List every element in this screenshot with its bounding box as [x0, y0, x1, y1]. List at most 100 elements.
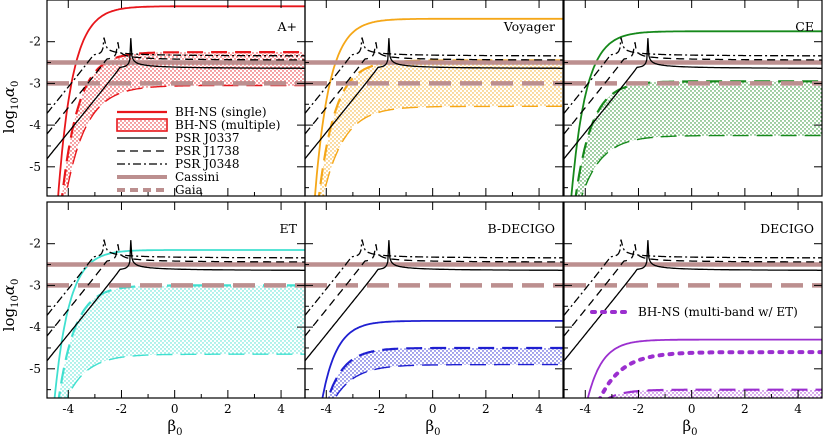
legend-item-bh-ns-multi-band-w-et: BH-NS (multi-band w/ ET): [590, 305, 798, 319]
x-axis-label-right: β0: [682, 417, 697, 438]
plot-area: [47, 239, 305, 398]
plot-area: [305, 17, 563, 196]
psr-j0348-curve: [564, 37, 822, 114]
panel-et: -4 -2 0 2 4 -2 -3 -4 -5 ET: [29, 201, 306, 416]
x-axis-label-middle: β0: [425, 417, 440, 438]
legend-label: BH-NS (multiple): [175, 118, 280, 132]
x-tick-label: -2: [374, 402, 386, 416]
legend-item-psr-j0337: PSR J0337: [117, 131, 240, 145]
single-line: [570, 30, 822, 196]
panel-decigo: -4 -2 0 2 4 DECIGO: [563, 201, 823, 416]
x-tick-label: -2: [116, 402, 128, 416]
psr-j1738-curve: [564, 244, 822, 337]
x-tick-label: -2: [633, 402, 645, 416]
multiband-line: [598, 350, 822, 398]
x-tick-label: 0: [429, 402, 437, 416]
axis-labels: log10α0 log10α0 β0 β0 β0: [0, 81, 698, 438]
legend-label: PSR J0337: [175, 131, 240, 145]
psr-j1738-curve: [47, 42, 305, 135]
panel-frame: [304, 0, 564, 197]
single-line: [586, 338, 822, 398]
legend-label: BH-NS (multi-band w/ ET): [638, 305, 798, 319]
legend-item-cassini: Cassini: [117, 170, 219, 184]
legend-item-bh-ns-single: BH-NS (single): [117, 105, 267, 119]
psr-j0337-curve: [305, 240, 563, 362]
multi-lower-line: [581, 134, 822, 196]
panel-label: ET: [280, 221, 298, 236]
y-tick-label: -4: [29, 118, 41, 132]
y-tick-label: -3: [29, 278, 41, 292]
legend-label: PSR J1738: [175, 144, 240, 158]
legend-label: PSR J0348: [175, 157, 240, 171]
legend-item-psr-j1738: PSR J1738: [117, 144, 240, 158]
ticks: -4 -2 0 2 4: [305, 202, 563, 416]
psr-j0337-curve: [47, 240, 305, 362]
plot-area: [47, 5, 305, 196]
panel-label: Voyager: [503, 19, 555, 34]
x-tick-label: -4: [62, 402, 74, 416]
single-line: [321, 320, 563, 398]
plot-area: [564, 30, 822, 196]
ticks: -4 -2 0 2 4: [564, 202, 822, 416]
x-tick-label: 0: [688, 402, 696, 416]
y-tick-label: -4: [29, 320, 41, 334]
x-axis-label-left: β0: [167, 417, 182, 438]
multi-upper-line: [327, 346, 563, 398]
psr-j1738-curve: [305, 244, 563, 337]
x-tick-label: 2: [482, 402, 490, 416]
psr-j0337-curve: [305, 38, 563, 160]
psr-j0337-curve: [47, 38, 305, 160]
psr-j0337-curve: [564, 38, 822, 160]
y-tick-label: -2: [29, 237, 41, 251]
single-line: [314, 17, 563, 196]
panel-b-decigo: -4 -2 0 2 4 B-DECIGO: [304, 201, 564, 416]
panel-frame: [563, 201, 823, 399]
x-tick-label: -4: [320, 402, 332, 416]
y-tick-label: -5: [29, 160, 41, 174]
psr-j1738-curve: [47, 244, 305, 337]
y-tick-label: -2: [29, 35, 41, 49]
ticks: [564, 0, 822, 196]
legend-label: Cassini: [175, 170, 219, 184]
psr-j1738-curve: [305, 42, 563, 135]
panel-a: -2 -3 -4 -5 A+: [29, 0, 306, 197]
multi-region: [58, 285, 305, 398]
panel-label: B-DECIGO: [487, 221, 555, 236]
multi-region: [575, 81, 822, 196]
legend-label: Gaia: [175, 183, 203, 197]
panel-label: DECIGO: [760, 221, 814, 236]
legend-swatch: [116, 118, 168, 132]
multi-lower-line: [65, 84, 305, 196]
y-tick-label: -3: [29, 76, 41, 90]
psr-j0348-curve: [47, 37, 305, 114]
legend-item-bh-ns-multiple: BH-NS (multiple): [116, 118, 280, 132]
multi-region: [328, 348, 563, 398]
y-axis-label-bottom: log10α0: [0, 279, 21, 332]
panel-label: CE: [795, 19, 814, 34]
x-tick-label: 4: [535, 402, 543, 416]
psr-j0348-curve: [305, 37, 563, 114]
multi-lower-line: [334, 363, 563, 398]
psr-j0348-curve: [305, 239, 563, 316]
panel-frame: [563, 0, 823, 197]
legend-item-psr-j0348: PSR J0348: [117, 157, 240, 171]
x-tick-label: 4: [794, 402, 802, 416]
panels: -2-3-4-5A+ Voyager CE-4 -2 0 2 4-2-3-4-5ET-4 -2…: [29, 0, 823, 416]
legend: BH-NS (single)BH-NS (multiple)PSR J0337P…: [116, 105, 798, 319]
x-tick-label: 2: [224, 402, 232, 416]
panel-voyager: Voyager: [304, 0, 564, 197]
y-tick-label: -5: [29, 362, 41, 376]
multi-upper-line: [61, 51, 305, 196]
panel-ce: CE: [563, 0, 823, 197]
x-tick-label: 2: [741, 402, 749, 416]
single-line: [57, 5, 305, 196]
multi-upper-line: [606, 388, 822, 398]
legend-label: BH-NS (single): [175, 105, 267, 119]
psr-j0348-curve: [564, 239, 822, 316]
x-tick-label: 0: [171, 402, 179, 416]
psr-j0348-curve: [47, 239, 305, 316]
y-axis-label-top: log10α0: [0, 81, 21, 134]
x-tick-label: -4: [579, 402, 591, 416]
legend-item-gaia: Gaia: [117, 183, 203, 197]
